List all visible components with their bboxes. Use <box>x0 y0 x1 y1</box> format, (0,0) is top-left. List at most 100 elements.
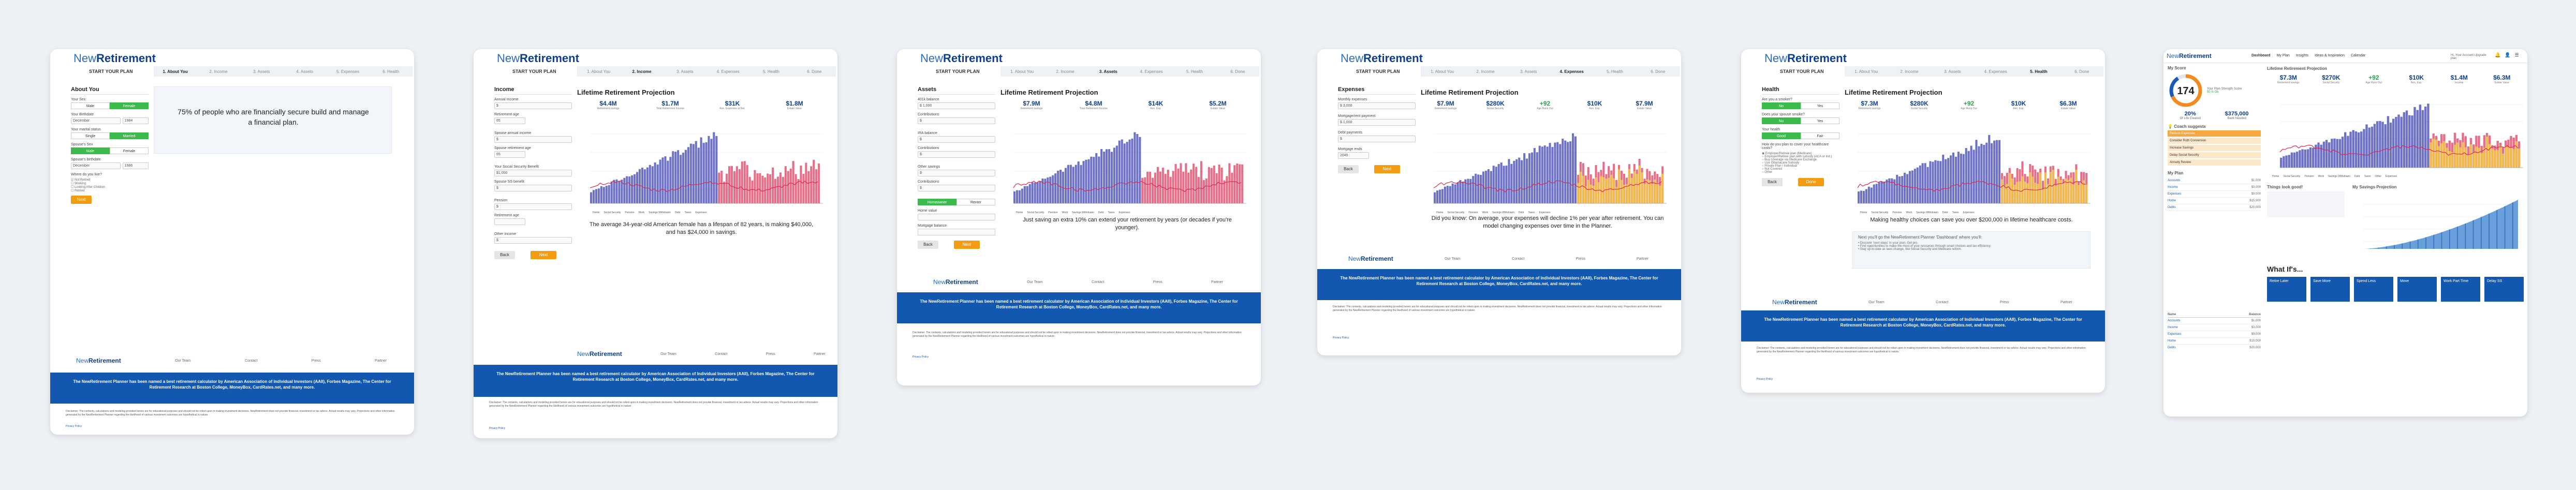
other-income-input[interactable]: $ <box>494 237 572 244</box>
step-1[interactable]: 1. About You <box>1854 69 1878 74</box>
coach-item-1[interactable]: Reduce Expenses <box>2168 130 2261 137</box>
spouse-birth-month[interactable]: December <box>71 162 121 169</box>
step-6[interactable]: 6. Health <box>382 69 400 74</box>
smoker-yes[interactable]: Yes <box>1801 102 1839 109</box>
spouse-ret-age-input[interactable]: 65 <box>494 151 525 158</box>
step-2[interactable]: 2. Income <box>1900 69 1919 74</box>
tr-2-name[interactable]: Income <box>2168 326 2178 329</box>
tr-4-name[interactable]: Home <box>2168 339 2176 343</box>
user-icon[interactable]: 👤 <box>2505 52 2511 57</box>
coach-item-2[interactable]: Consider Roth Conversion <box>2168 138 2261 144</box>
step-5[interactable]: 5. Health <box>1606 69 1623 74</box>
pension-input[interactable]: $ <box>494 203 572 210</box>
step-4[interactable]: 4. Expenses <box>1984 69 2007 74</box>
spouse-birth-year[interactable]: 1986 <box>122 162 149 169</box>
plan-row-3[interactable]: Expenses <box>2168 192 2182 196</box>
footer-contact-link[interactable]: Contact <box>715 352 728 356</box>
401k-input[interactable]: $ 1,000 <box>918 102 995 109</box>
home-renter[interactable]: Renter <box>956 199 995 205</box>
opt-1[interactable]: ◉ Employer/Retiree plan (Medicare) <box>1762 152 1812 155</box>
footer-contact-link[interactable]: Contact <box>245 359 258 363</box>
footer-team-link[interactable]: Our Team <box>660 352 676 356</box>
opt-3[interactable]: ○ Buy coverage via Medicare Exchange <box>1762 158 1817 161</box>
tab-dashboard[interactable]: Dashboard <box>2251 54 2271 57</box>
footer-partner-link[interactable]: Partner <box>814 352 826 356</box>
ira-input[interactable]: $ <box>918 136 995 143</box>
health-toggle[interactable]: Good Fair <box>1762 132 1839 139</box>
plan-row-1[interactable]: Accounts <box>2168 179 2181 182</box>
privacy-link[interactable]: Privacy Policy <box>1757 378 1773 381</box>
privacy-link[interactable]: Privacy Policy <box>1333 336 1349 339</box>
step-2[interactable]: 2. Income <box>632 69 652 74</box>
mortgage-ends-input[interactable]: 2045 <box>1338 152 1369 159</box>
smoker-no[interactable]: No <box>1762 102 1801 109</box>
check-3[interactable]: ☐ Looking After Children <box>71 186 106 189</box>
dash-logo[interactable]: NewRetirement <box>2167 52 2212 60</box>
dash-user[interactable]: Hi, Your Account Upgrade plan <box>2451 54 2486 60</box>
annual-income-input[interactable]: $ <box>494 102 572 109</box>
brand-logo[interactable]: NewRetirement <box>497 52 579 65</box>
step-3[interactable]: 3. Assets <box>1520 69 1537 74</box>
privacy-link[interactable]: Privacy Policy <box>66 425 82 428</box>
privacy-link[interactable]: Privacy Policy <box>489 427 506 430</box>
opt-6[interactable]: ○ Not Covered <box>1762 168 1782 171</box>
step-5[interactable]: 5. Expenses <box>336 69 359 74</box>
step-5[interactable]: 5. Health <box>762 69 779 74</box>
footer-logo[interactable]: NewRetirement <box>1348 255 1393 262</box>
plan-row-2[interactable]: Income <box>2168 186 2178 189</box>
back-button[interactable]: Back <box>918 241 938 249</box>
other-savings-input[interactable]: $ <box>918 170 995 176</box>
back-button[interactable]: Back <box>1338 165 1359 173</box>
footer-logo[interactable]: NewRetirement <box>577 350 622 358</box>
marital-toggle[interactable]: Single Married <box>71 132 149 139</box>
marital-single[interactable]: Single <box>71 132 110 139</box>
tr-5-name[interactable]: Debts <box>2168 346 2176 349</box>
smoker-toggle[interactable]: No Yes <box>1762 102 1839 109</box>
next-button[interactable]: Next <box>954 241 980 249</box>
footer-team-link[interactable]: Our Team <box>175 359 191 363</box>
step-1[interactable]: 1. About You <box>1010 69 1034 74</box>
sex-female[interactable]: Female <box>110 102 149 109</box>
ret-age-input[interactable]: 65 <box>494 117 525 124</box>
step-1[interactable]: 1. About You <box>1431 69 1454 74</box>
home-toggle[interactable]: Homeowner Renter <box>918 199 995 205</box>
health-good[interactable]: Good <box>1762 132 1801 139</box>
step-3[interactable]: 3. Assets <box>1099 69 1117 74</box>
bell-icon[interactable]: 🔔 <box>2495 52 2501 57</box>
step-6[interactable]: 6. Done <box>2074 69 2089 74</box>
mortgage-payment-input[interactable]: $ 1,000 <box>1338 119 1416 126</box>
spouse-ss-input[interactable]: $ <box>494 185 572 191</box>
menu-icon[interactable]: ☰ <box>2514 52 2519 57</box>
check-2[interactable]: ☐ Working <box>71 182 86 185</box>
back-button[interactable]: Back <box>494 251 515 259</box>
opt-7[interactable]: ○ Other <box>1762 171 1773 174</box>
whatif-card-3[interactable]: Spend Less <box>2354 277 2393 302</box>
tab-my-plan[interactable]: My Plan <box>2276 54 2290 57</box>
footer-partner-link[interactable]: Partner <box>1637 257 1648 261</box>
coach-item-5[interactable]: Annuity Review <box>2168 159 2261 166</box>
contrib-3-input[interactable]: $ <box>918 185 995 191</box>
tab-calendar[interactable]: Calendar <box>2350 54 2366 57</box>
footer-press-link[interactable]: Press <box>1153 280 1162 284</box>
footer-partner-link[interactable]: Partner <box>2060 300 2072 304</box>
plan-row-5[interactable]: Debts <box>2168 206 2176 209</box>
coach-item-3[interactable]: Increase Savings <box>2168 145 2261 151</box>
step-6[interactable]: 6. Done <box>807 69 822 74</box>
step-3[interactable]: 3. Assets <box>676 69 694 74</box>
check-4[interactable]: ☐ Retired <box>71 189 85 192</box>
spouse-smoker-yes[interactable]: Yes <box>1801 117 1839 124</box>
step-4[interactable]: 4. Expenses <box>1559 69 1584 74</box>
footer-team-link[interactable]: Our Team <box>1027 280 1043 284</box>
footer-partner-link[interactable]: Partner <box>1211 280 1223 284</box>
footer-team-link[interactable]: Our Team <box>1445 257 1461 261</box>
spouse-income-input[interactable]: $ <box>494 136 572 143</box>
brand-logo[interactable]: NewRetirement <box>1341 52 1423 65</box>
footer-press-link[interactable]: Press <box>1576 257 1585 261</box>
footer-contact-link[interactable]: Contact <box>1512 257 1525 261</box>
marital-married[interactable]: Married <box>110 132 149 139</box>
next-button[interactable]: Next <box>531 251 556 259</box>
step-5[interactable]: 5. Health <box>1186 69 1203 74</box>
step-3[interactable]: 3. Assets <box>1944 69 1961 74</box>
spouse-female[interactable]: Female <box>110 147 149 154</box>
footer-logo[interactable]: NewRetirement <box>76 357 121 364</box>
